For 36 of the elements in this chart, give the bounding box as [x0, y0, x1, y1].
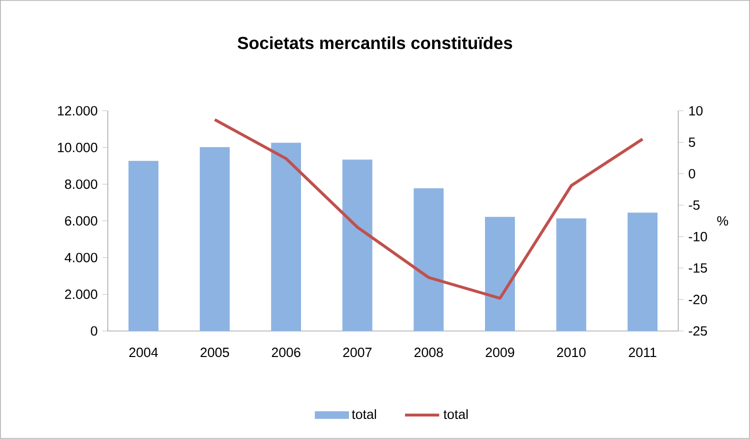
x-tick-label: 2005 [200, 348, 230, 358]
bar [484, 216, 515, 332]
y2-tick-label: -20 [688, 294, 708, 304]
bar [414, 188, 444, 332]
y-tick-label: 8.000 [64, 180, 98, 190]
legend-label: total [352, 409, 376, 420]
y2-tick-label: -25 [688, 326, 707, 336]
y-tick-label: 6.000 [65, 216, 98, 226]
line-series [213, 118, 644, 300]
y2-tick-label: 10 [689, 106, 703, 116]
bar [128, 160, 158, 332]
y-tick-label: 4.000 [64, 252, 98, 262]
y2-tick-label: 5 [688, 138, 696, 148]
bar [200, 147, 230, 332]
bar [342, 160, 372, 332]
y2-tick-label: 0 [688, 169, 696, 179]
y-tick-label: 2.000 [65, 290, 98, 300]
bar [628, 212, 658, 332]
y2-axis-title: % [717, 216, 728, 226]
y-tick-label: 12.000 [58, 106, 98, 116]
y2-tick-label: -15 [688, 264, 707, 273]
x-tick-label: 2011 [628, 348, 656, 358]
legend-label: total [444, 409, 468, 420]
y2-tick-label: -5 [688, 200, 700, 210]
x-tick-label: 2010 [557, 348, 586, 358]
x-tick-label: 2009 [486, 348, 514, 358]
x-tick-label: 2008 [414, 348, 443, 358]
x-tick-label: 2004 [129, 348, 158, 358]
y-tick-label: 10.000 [58, 142, 98, 152]
bar [556, 218, 586, 332]
y2-tick-label: -10 [688, 232, 708, 242]
x-tick-label: 2006 [272, 348, 300, 358]
y-tick-label: 0 [90, 326, 98, 336]
chart-title: Societats mercantils constituïdes [238, 36, 512, 50]
bar [271, 142, 302, 332]
x-tick-label: 2007 [343, 348, 372, 358]
